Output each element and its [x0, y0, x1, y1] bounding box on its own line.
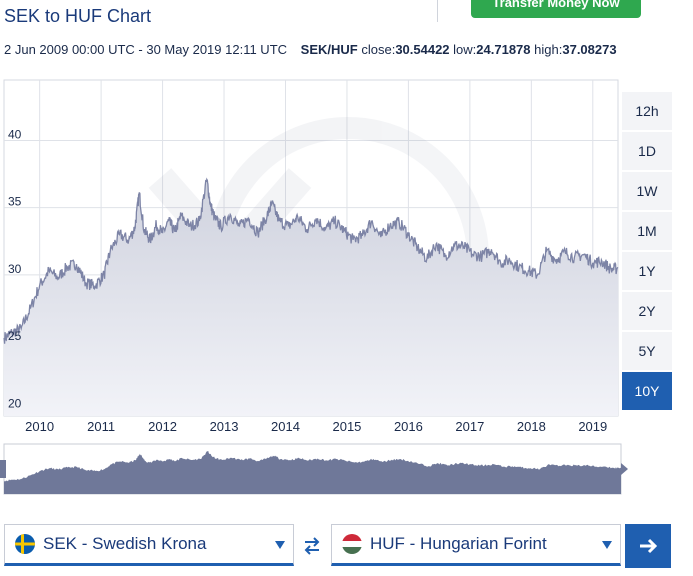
y-tick-label: 30: [8, 262, 22, 276]
range-button-12h[interactable]: 12h: [622, 92, 672, 130]
range-button-10y[interactable]: 10Y: [622, 372, 672, 410]
x-tick-label: 2016: [394, 419, 423, 434]
date-range: 2 Jun 2009 00:00 UTC - 30 May 2019 12:11…: [4, 42, 288, 57]
x-tick-label: 2017: [455, 419, 484, 434]
range-button-1d[interactable]: 1D: [622, 132, 672, 170]
x-tick-label: 2012: [148, 419, 177, 434]
range-button-1w[interactable]: 1W: [622, 172, 672, 210]
sweden-flag-icon: [15, 534, 35, 554]
close-label: close:: [361, 42, 396, 57]
arrow-right-icon: [640, 538, 658, 554]
currency-pair: SEK/HUF: [300, 42, 358, 57]
low-label: low:: [453, 42, 477, 57]
y-axis: 20 25 30 35 40: [8, 127, 22, 410]
from-currency-label: SEK - Swedish Krona: [43, 534, 207, 553]
range-button-5y[interactable]: 5Y: [622, 332, 672, 370]
header-divider: [437, 0, 438, 22]
chart-info-line: 2 Jun 2009 00:00 UTC - 30 May 2019 12:11…: [4, 42, 617, 57]
x-tick-label: 2013: [210, 419, 239, 434]
navigator-handle-right[interactable]: [621, 463, 628, 475]
high-label: high:: [534, 42, 563, 57]
x-tick-label: 2015: [332, 419, 361, 434]
x-axis: 2010 2011 2012 2013 2014 2015 2016 2017 2018 2019: [25, 419, 607, 434]
high-value: 37.08273: [562, 42, 617, 57]
navigator-handle-left[interactable]: [0, 460, 6, 478]
chevron-down-icon: [275, 541, 285, 549]
to-currency-label: HUF - Hungarian Forint: [370, 534, 547, 553]
convert-button[interactable]: [625, 524, 671, 568]
swap-arrows-icon[interactable]: [300, 534, 324, 558]
y-tick-label: 35: [8, 195, 22, 209]
from-currency-select[interactable]: SEK - Swedish Krona: [4, 524, 294, 566]
y-tick-label: 25: [8, 329, 22, 343]
x-tick-label: 2010: [25, 419, 54, 434]
range-selector: 12h 1D 1W 1M 1Y 2Y 5Y 10Y: [622, 92, 672, 412]
hungary-flag-icon: [342, 534, 362, 554]
range-button-1y[interactable]: 1Y: [622, 252, 672, 290]
navigator-area: [4, 451, 621, 494]
range-button-1m[interactable]: 1M: [622, 212, 672, 250]
to-currency-select[interactable]: HUF - Hungarian Forint: [331, 524, 621, 566]
close-value: 30.54422: [395, 42, 450, 57]
series-line: [3, 177, 619, 344]
transfer-money-button[interactable]: Transfer Money Now: [471, 0, 641, 18]
range-button-2y[interactable]: 2Y: [622, 292, 672, 330]
area-fill: [4, 179, 618, 416]
y-tick-label: 40: [8, 127, 22, 141]
navigator-chart[interactable]: [0, 442, 632, 498]
x-tick-label: 2014: [271, 419, 300, 434]
x-tick-label: 2018: [517, 419, 546, 434]
x-tick-label: 2019: [578, 419, 607, 434]
low-value: 24.71878: [476, 42, 531, 57]
page-title: SEK to HUF Chart: [4, 6, 152, 26]
x-tick-label: 2011: [87, 419, 115, 434]
y-tick-label: 20: [8, 396, 22, 410]
chevron-down-icon: [602, 541, 612, 549]
